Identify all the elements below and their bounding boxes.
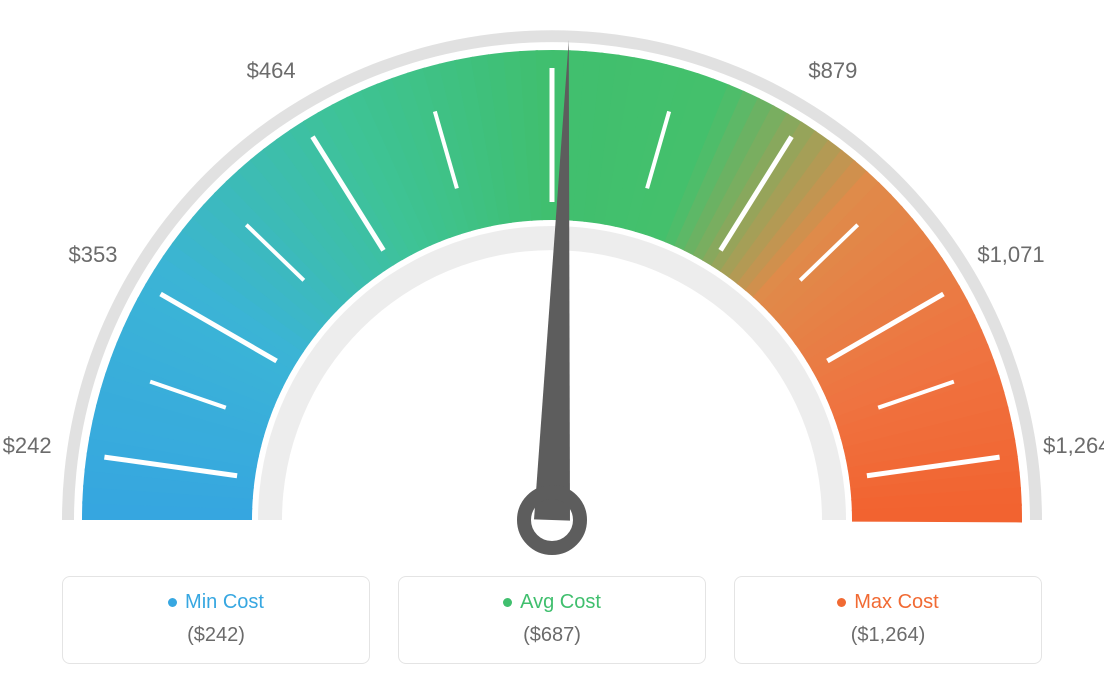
legend-dot-min bbox=[168, 598, 177, 607]
legend-label-min: Min Cost bbox=[185, 591, 264, 614]
gauge-tick-label: $242 bbox=[3, 433, 52, 459]
legend-card-avg: Avg Cost ($687) bbox=[398, 576, 706, 664]
gauge-tick-label: $879 bbox=[808, 58, 857, 84]
legend-label-avg: Avg Cost bbox=[520, 591, 601, 614]
legend-row: Min Cost ($242) Avg Cost ($687) Max Cost… bbox=[0, 576, 1104, 664]
legend-label-max: Max Cost bbox=[854, 591, 938, 614]
legend-value-min: ($242) bbox=[73, 624, 359, 647]
gauge-svg bbox=[0, 0, 1104, 560]
gauge-tick-label: $353 bbox=[69, 242, 118, 268]
legend-title-avg: Avg Cost bbox=[503, 591, 601, 614]
legend-dot-max bbox=[837, 598, 846, 607]
gauge-tick-label: $1,264 bbox=[1043, 433, 1104, 459]
legend-dot-avg bbox=[503, 598, 512, 607]
legend-card-min: Min Cost ($242) bbox=[62, 576, 370, 664]
legend-title-min: Min Cost bbox=[168, 591, 264, 614]
gauge-tick-label: $1,071 bbox=[977, 242, 1044, 268]
legend-value-max: ($1,264) bbox=[745, 624, 1031, 647]
gauge-tick-label: $464 bbox=[247, 58, 296, 84]
legend-card-max: Max Cost ($1,264) bbox=[734, 576, 1042, 664]
gauge-tick-label: $687 bbox=[528, 0, 577, 3]
legend-title-max: Max Cost bbox=[837, 591, 938, 614]
legend-value-avg: ($687) bbox=[409, 624, 695, 647]
gauge-chart: $242 $353 $464 $687 $879 $1,071 $1,264 bbox=[0, 0, 1104, 560]
